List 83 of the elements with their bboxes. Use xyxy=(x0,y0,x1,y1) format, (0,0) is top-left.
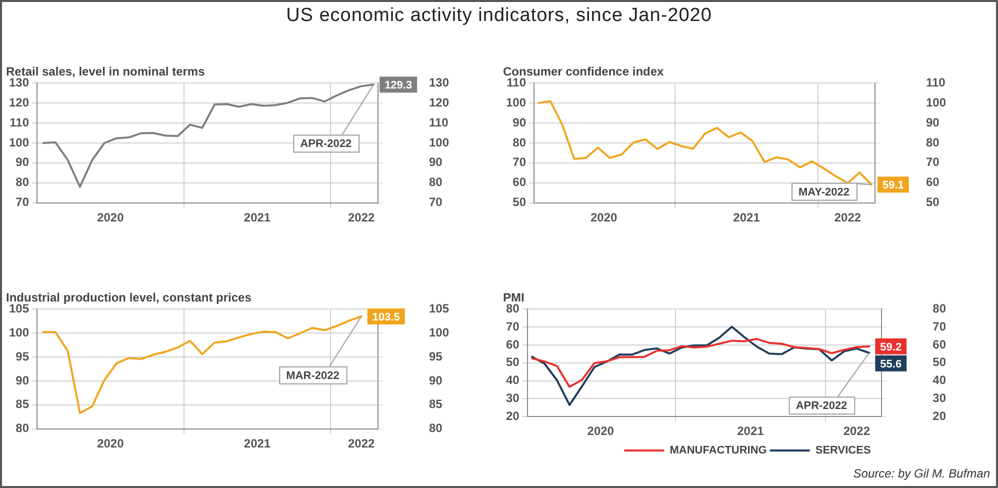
y2-tick-label: 60 xyxy=(506,337,520,352)
x-tick-label: 2020 xyxy=(587,424,614,438)
text: US economic activity indicators, since Jan-2020 xyxy=(286,5,712,27)
y2-tick-label: 30 xyxy=(506,391,520,406)
chart-title: PMI xyxy=(503,290,524,304)
y2-tick-label: 100 xyxy=(8,325,30,340)
y-tick-label: 80 xyxy=(926,135,940,150)
y2-tick-label: 120 xyxy=(8,95,30,110)
annotation: APR-2022 xyxy=(796,400,848,412)
y-tick-label: 105 xyxy=(428,302,450,316)
y-tick-label: 80 xyxy=(428,421,443,436)
x-tick-label: 2022 xyxy=(843,424,870,438)
y2-tick-label: 100 xyxy=(8,135,30,150)
y2-tick-label: 70 xyxy=(512,155,526,170)
chart-title: Consumer confidence index xyxy=(503,64,664,78)
y2-tick-label: 50 xyxy=(512,195,526,210)
source-note: Source: by Gil M. Bufman xyxy=(853,466,990,480)
y2-tick-label: 80 xyxy=(16,421,30,436)
y-tick-label: 120 xyxy=(428,95,450,110)
y2-tick-label: 110 xyxy=(10,115,30,130)
legend-label: MANUFACTURING xyxy=(670,444,767,457)
y-tick-label: 85 xyxy=(428,397,443,412)
x-tick-label: 2020 xyxy=(590,210,618,224)
x-tick-label: 2021 xyxy=(733,210,760,224)
y-tick-label: 90 xyxy=(428,155,443,170)
annotation: MAR-2022 xyxy=(286,370,340,382)
y-tick-label: 100 xyxy=(428,325,450,340)
y2-tick-label: 85 xyxy=(16,397,30,412)
y2-tick-label: 90 xyxy=(16,155,30,170)
y2-tick-label: 90 xyxy=(512,115,526,130)
legend-label: SERVICES xyxy=(815,444,871,457)
y-tick-label: 20 xyxy=(932,408,946,423)
y2-tick-label: 110 xyxy=(506,76,526,90)
y2-tick-label: 70 xyxy=(506,319,520,334)
y-tick-label: 50 xyxy=(926,195,940,210)
x-tick-label: 2021 xyxy=(737,424,764,438)
y2-tick-label: 80 xyxy=(16,175,30,190)
y-tick-label: 90 xyxy=(428,373,443,388)
y-tick-label: 90 xyxy=(926,115,940,130)
y-tick-label: 100 xyxy=(926,95,946,110)
y-tick-label: 30 xyxy=(932,391,946,406)
y2-tick-label: 80 xyxy=(512,135,526,150)
x-tick-label: 2022 xyxy=(834,210,862,224)
y2-tick-label: 60 xyxy=(512,175,526,190)
data-label: 55.6 xyxy=(880,358,902,370)
y-tick-label: 60 xyxy=(926,175,940,190)
y-tick-label: 60 xyxy=(932,337,946,352)
y-tick-label: 110 xyxy=(926,76,946,90)
y2-tick-label: 130 xyxy=(8,76,30,90)
y-tick-label: 50 xyxy=(932,355,946,370)
y2-tick-label: 20 xyxy=(506,408,520,423)
data-label: 103.5 xyxy=(372,311,400,324)
data-label: 129.3 xyxy=(384,80,412,92)
y-tick-label: 40 xyxy=(932,373,946,388)
y-tick-label: 100 xyxy=(428,135,450,150)
annotation: MAY-2022 xyxy=(798,186,850,198)
y2-tick-label: 80 xyxy=(506,302,520,316)
y-tick-label: 110 xyxy=(428,115,449,130)
y-tick-label: 130 xyxy=(428,76,450,90)
y2-tick-label: 70 xyxy=(16,195,30,210)
x-tick-label: 2021 xyxy=(244,436,271,450)
y2-tick-label: 90 xyxy=(16,373,30,388)
y-tick-label: 70 xyxy=(932,319,946,334)
data-label: 59.2 xyxy=(880,341,902,354)
y-tick-label: 80 xyxy=(932,302,946,316)
x-tick-label: 2020 xyxy=(97,436,124,450)
y-tick-label: 95 xyxy=(428,349,443,364)
x-tick-label: 2020 xyxy=(97,210,124,224)
y2-tick-label: 95 xyxy=(16,349,30,364)
x-tick-label: 2021 xyxy=(244,210,271,224)
y-tick-label: 80 xyxy=(428,175,443,190)
x-tick-label: 2022 xyxy=(348,436,375,450)
chart-title: Industrial production level, constant prices xyxy=(6,290,252,304)
y2-tick-label: 105 xyxy=(8,302,30,316)
y-tick-label: 70 xyxy=(428,195,443,210)
y2-tick-label: 50 xyxy=(506,355,520,370)
y2-tick-label: 40 xyxy=(506,373,520,388)
y-tick-label: 70 xyxy=(926,155,940,170)
annotation: APR-2022 xyxy=(300,138,352,150)
x-tick-label: 2022 xyxy=(348,210,375,224)
data-label: 59.1 xyxy=(882,180,904,192)
chart-title: Retail sales, level in nominal terms xyxy=(6,64,206,78)
y2-tick-label: 100 xyxy=(506,95,526,110)
